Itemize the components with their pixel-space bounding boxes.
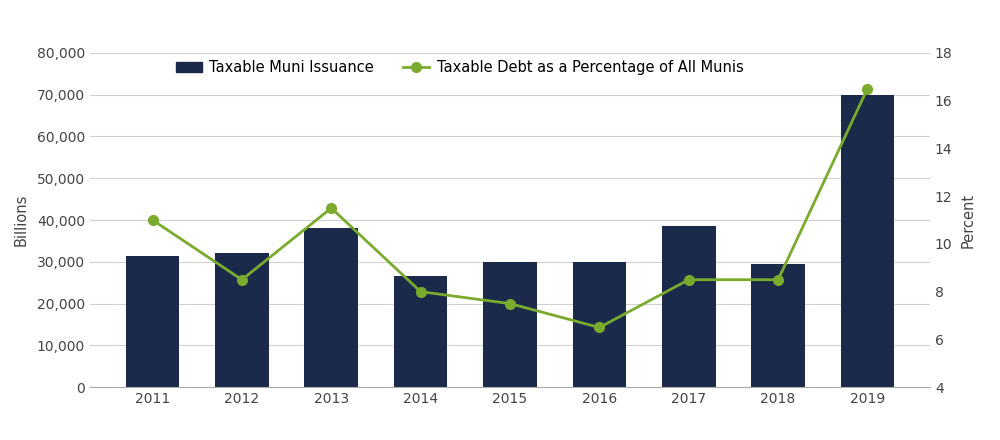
Y-axis label: Percent: Percent [961,192,976,248]
Line: Taxable Debt as a Percentage of All Munis: Taxable Debt as a Percentage of All Muni… [148,84,872,332]
Taxable Debt as a Percentage of All Munis [593,325,605,330]
Bar [751,264,805,387]
Taxable Debt as a Percentage of All Munis [325,205,337,211]
Taxable Debt as a Percentage of All Munis [236,277,248,282]
Bar [126,256,179,387]
Y-axis label: Billions: Billions [14,194,29,246]
Taxable Debt as a Percentage of All Munis [772,277,784,282]
Taxable Debt as a Percentage of All Munis [683,277,695,282]
Bar [841,95,894,387]
Bar [394,276,447,387]
Taxable Debt as a Percentage of All Munis [147,217,159,223]
Taxable Debt as a Percentage of All Munis [861,86,873,91]
Legend: Taxable Muni Issuance, Taxable Debt as a Percentage of All Munis: Taxable Muni Issuance, Taxable Debt as a… [176,60,743,75]
Bar [215,253,269,387]
Taxable Debt as a Percentage of All Munis [415,289,427,294]
Bar [304,228,358,387]
Bar [483,262,537,387]
Bar [662,226,716,387]
Bar [573,262,626,387]
Taxable Debt as a Percentage of All Munis [504,301,516,306]
